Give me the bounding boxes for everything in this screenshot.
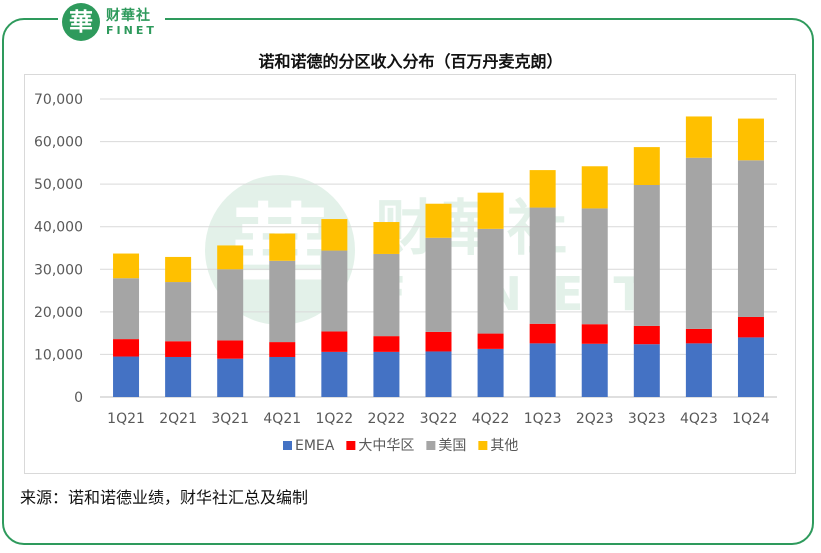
bar-segment: [373, 222, 400, 254]
bar-segment: [425, 237, 452, 332]
x-tick-label: 1Q24: [732, 411, 770, 427]
bar-segment: [373, 253, 400, 337]
x-tick-label: 1Q22: [315, 411, 353, 427]
bar-segment: [269, 356, 296, 397]
legend-swatch: [283, 441, 292, 450]
bar-segment: [165, 356, 192, 397]
bar-segment: [425, 351, 452, 397]
bar-segment: [633, 325, 660, 345]
brand-name-cn: 财華社: [106, 7, 151, 24]
x-tick-label: 4Q23: [680, 411, 718, 427]
x-tick-label: 2Q22: [368, 411, 406, 427]
y-tick-label: 40,000: [34, 220, 83, 236]
bar-segment: [321, 219, 348, 251]
bar-segment: [685, 328, 712, 344]
y-tick-label: 30,000: [34, 262, 83, 278]
bar-segment: [113, 356, 140, 397]
bar-segment: [737, 160, 764, 317]
legend-label: 美国: [438, 438, 466, 454]
bar-segment: [321, 250, 348, 332]
x-tick-label: 3Q23: [628, 411, 666, 427]
bar-segment: [477, 333, 504, 349]
bar-segment: [113, 253, 140, 279]
bar-segment: [633, 147, 660, 185]
bar-segment: [373, 336, 400, 352]
x-tick-label: 1Q21: [107, 411, 145, 427]
bar-segment: [737, 118, 764, 161]
bar-segment: [165, 256, 192, 283]
x-tick-label: 3Q22: [420, 411, 458, 427]
legend-swatch: [426, 441, 436, 450]
bar-segment: [321, 331, 348, 352]
x-tick-label: 2Q23: [576, 411, 614, 427]
bar-segment: [113, 339, 140, 357]
bar-segment: [529, 170, 556, 208]
bar-segment: [581, 343, 608, 397]
bar-segment: [321, 351, 348, 397]
bar-segment: [633, 344, 660, 397]
x-tick-label: 2Q21: [159, 411, 197, 427]
y-tick-label: 20,000: [34, 305, 83, 321]
bar-segment: [477, 348, 504, 397]
bar-segment: [477, 192, 504, 229]
bar-segment: [581, 208, 608, 325]
legend-label: 大中华区: [358, 438, 414, 454]
bar-segment: [113, 278, 140, 340]
y-tick-label: 10,000: [34, 347, 83, 363]
bar-segment: [165, 282, 192, 342]
chart-area: [24, 74, 796, 474]
legend-label: EMEA: [295, 438, 335, 454]
bar-segment: [737, 337, 764, 397]
bar-segment: [477, 228, 504, 334]
y-tick-label: 70,000: [34, 92, 83, 108]
x-tick-label: 3Q21: [211, 411, 249, 427]
bar-segment: [217, 340, 244, 359]
bar-segment: [165, 341, 192, 357]
bar-segment: [373, 351, 400, 397]
bar-segment: [581, 166, 608, 209]
bar-segment: [269, 260, 296, 343]
bar-segment: [425, 331, 452, 352]
bar-segment: [685, 116, 712, 158]
bar-segment: [269, 233, 296, 261]
x-tick-label: 4Q22: [472, 411, 510, 427]
brand-logo: 華 财華社 FINET: [58, 2, 165, 42]
y-tick-label: 0: [74, 390, 83, 406]
bar-segment: [529, 343, 556, 397]
bar-segment: [529, 207, 556, 324]
bar-segment: [217, 245, 244, 270]
y-tick-label: 50,000: [34, 177, 83, 193]
x-tick-label: 4Q21: [263, 411, 301, 427]
legend-swatch: [478, 441, 488, 450]
legend-swatch: [346, 441, 356, 450]
y-tick-label: 60,000: [34, 135, 83, 151]
bar-segment: [217, 358, 244, 397]
bar-segment: [425, 203, 452, 238]
bar-segment: [581, 324, 608, 344]
legend-label: 其他: [490, 438, 518, 454]
bar-segment: [685, 157, 712, 329]
x-tick-label: 1Q23: [524, 411, 562, 427]
bar-segment: [685, 343, 712, 397]
logo-seal-icon: 華: [62, 3, 100, 41]
bar-segment: [269, 342, 296, 357]
bar-segment: [529, 323, 556, 344]
source-note: 来源：诺和诺德业绩，财华社汇总及编制: [20, 488, 309, 507]
chart-title: 诺和诺德的分区收入分布（百万丹麦克朗）: [258, 52, 563, 71]
bar-segment: [737, 316, 764, 338]
brand-name-en: FINET: [106, 23, 157, 37]
bar-segment: [633, 184, 660, 326]
bar-segment: [217, 269, 244, 341]
